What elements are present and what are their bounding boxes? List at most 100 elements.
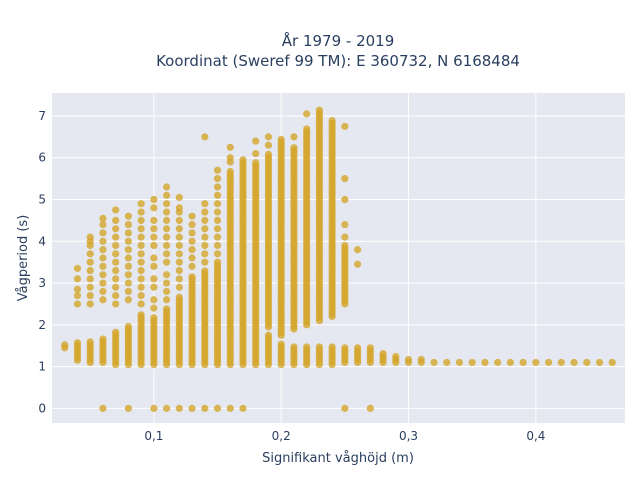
data-point [112,241,120,250]
data-point [73,264,82,273]
data-point [163,225,171,233]
data-point [150,241,158,250]
data-point [163,305,171,313]
data-point [124,404,132,412]
y-tick-label: 4 [38,234,46,248]
x-axis-ticks: 0,1 0,2 0,3 0,4 [144,429,545,443]
data-point [239,156,247,164]
data-point [188,262,196,270]
data-point [468,358,476,367]
plot-area [52,93,625,423]
data-point [175,241,183,250]
data-point [150,314,158,322]
data-point [175,266,183,275]
grid-lines [52,93,625,423]
data-point [252,137,260,145]
data-point [112,328,120,336]
data-point [213,183,222,191]
data-point [124,212,132,220]
data-point [455,358,464,367]
data-point [137,216,145,225]
data-point [188,404,196,412]
data-point [137,311,145,319]
data-point [99,287,107,296]
data-point [226,143,234,151]
data-point [99,335,107,343]
data-point [163,271,171,279]
data-point [303,110,311,118]
data-point [583,358,591,367]
data-point [163,200,171,208]
data-point [163,404,171,412]
data-point [73,285,82,293]
data-point [264,141,273,149]
x-tick-label: 0,4 [526,429,545,443]
data-point [137,275,145,283]
data-point [213,200,222,208]
data-point [277,135,285,143]
data-point [112,266,120,275]
data-point [150,233,158,241]
data-point [277,340,285,348]
data-point [532,358,540,367]
data-point [226,404,234,412]
data-point [163,233,171,241]
data-point [290,343,298,351]
data-point [150,404,158,412]
data-point [163,183,171,191]
data-point [379,350,387,358]
data-point [188,273,196,281]
x-axis-title: Signifikant våghöjd (m) [262,451,414,466]
data-point [137,200,145,208]
data-point [73,291,82,300]
data-point [341,195,349,204]
data-point [124,254,132,262]
data-point [557,358,565,367]
data-point [341,122,349,131]
data-point [213,208,222,216]
data-point [252,159,260,167]
data-point [264,133,273,141]
data-point [570,358,578,367]
data-point [137,258,145,266]
data-point [201,404,209,412]
data-point [86,250,94,258]
data-point [341,220,349,229]
data-point [112,233,120,241]
data-point [112,258,120,266]
data-point [163,208,171,216]
data-point [124,262,132,270]
data-point [213,404,222,412]
data-point [99,237,107,245]
data-point [213,258,222,266]
x-tick-label: 0,1 [144,429,163,443]
data-point [73,275,82,283]
data-point [163,191,171,199]
data-point [506,358,514,367]
chart-title-line2: Koordinat (Sweref 99 TM): E 360732, N 61… [156,52,520,70]
data-point [150,304,158,312]
data-point [99,254,107,262]
y-tick-label: 2 [38,318,46,332]
data-point [188,237,196,245]
data-point [61,341,69,349]
data-point [112,291,120,300]
data-point [137,225,145,233]
data-point [124,229,132,237]
data-point [404,355,413,364]
data-point [86,300,94,308]
data-point [163,216,171,225]
data-point [137,300,145,308]
data-point [99,279,107,287]
data-point [86,283,94,291]
data-point [175,225,183,233]
data-point [366,344,374,352]
data-point [201,241,209,250]
data-point [150,296,158,304]
data-point [150,204,158,212]
data-point [175,193,183,202]
data-point [99,220,107,229]
data-point [201,133,209,141]
data-point [545,358,553,367]
